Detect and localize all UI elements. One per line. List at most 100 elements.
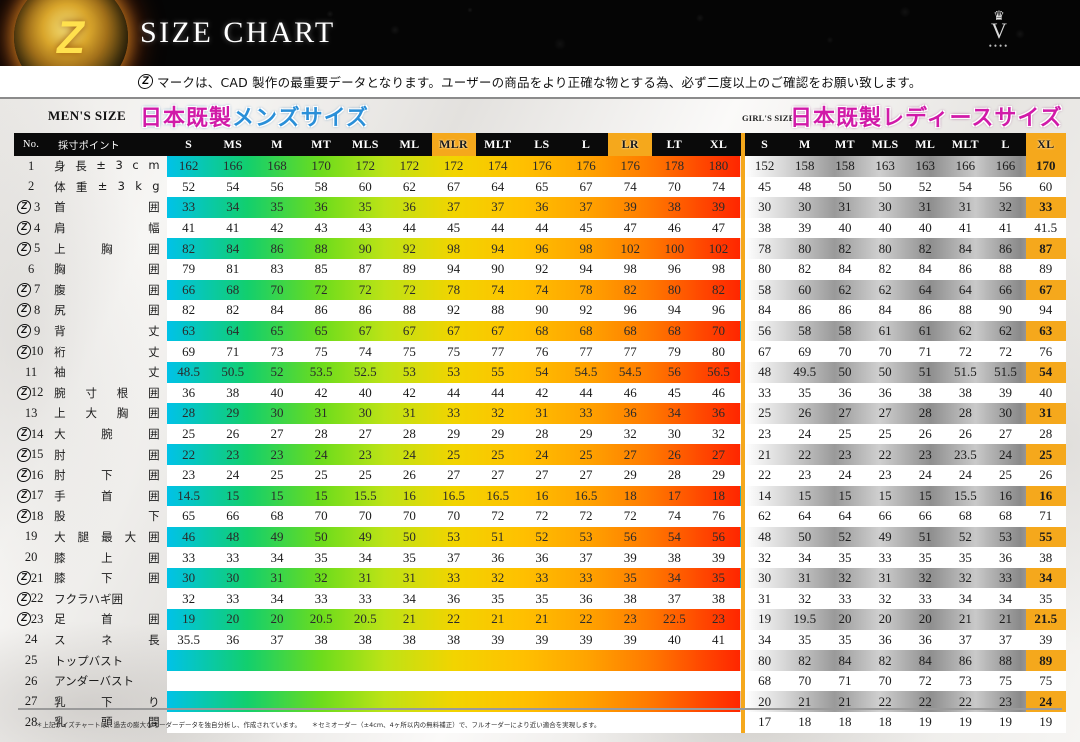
cell-mens-mlr bbox=[431, 670, 476, 692]
cell-mens-mlt: 32 bbox=[475, 403, 520, 424]
col-header-mens-mlr[interactable]: MLR bbox=[431, 133, 476, 156]
column-separator bbox=[740, 526, 745, 548]
cell-mens-ms: 36 bbox=[210, 629, 255, 651]
point-char: 頭 bbox=[101, 715, 113, 730]
cell-mens-ls: 39 bbox=[519, 629, 564, 651]
cell-ladies-l-6: 56 bbox=[985, 176, 1026, 198]
col-header-mens-ml[interactable]: ML bbox=[387, 133, 432, 156]
col-header-mens-xl[interactable]: XL bbox=[696, 133, 741, 156]
cell-mens-lr: 35 bbox=[608, 567, 653, 589]
cell-mens-lr: 18 bbox=[608, 485, 653, 507]
mens-jp-prefix: 日本既製 bbox=[140, 106, 233, 131]
cell-mens-mls: 27 bbox=[343, 423, 388, 445]
row-number: Z 18 bbox=[14, 506, 48, 527]
measurement-point: 腕寸根囲 bbox=[48, 383, 166, 404]
col-header-ladies-m-1[interactable]: M bbox=[784, 133, 825, 156]
cell-mens-mt: 20.5 bbox=[299, 609, 344, 630]
cell-ladies-l-6: 25 bbox=[985, 464, 1026, 486]
column-separator bbox=[740, 403, 745, 424]
cell-mens-mlt: 55 bbox=[475, 361, 520, 383]
cell-ladies-mt-2: 50 bbox=[824, 361, 866, 383]
cell-ladies-mls-3: 66 bbox=[865, 506, 906, 527]
column-separator bbox=[740, 217, 745, 239]
cell-ladies-ml-4: 64 bbox=[905, 279, 946, 301]
cell-mens-m: 42 bbox=[254, 217, 300, 239]
cell-ladies-mlt-5: 22 bbox=[945, 691, 986, 713]
cell-mens-ms: 68 bbox=[210, 279, 255, 301]
column-separator bbox=[740, 133, 745, 156]
point-char: 上 bbox=[54, 241, 66, 256]
cell-mens-s: 22 bbox=[166, 444, 211, 465]
point-char: 腿 bbox=[77, 529, 90, 544]
col-header-ladies-s-0[interactable]: S bbox=[744, 133, 785, 156]
cell-ladies-s-0: 78 bbox=[744, 238, 785, 259]
point-char: 囲 bbox=[148, 468, 160, 483]
cell-mens-l: 22 bbox=[563, 609, 609, 630]
col-header-mens-mlt[interactable]: MLT bbox=[475, 133, 520, 156]
col-header-ladies-mls-3[interactable]: MLS bbox=[865, 133, 906, 156]
measurement-point: 手首囲 bbox=[48, 486, 166, 507]
cell-ladies-xl-7: 28 bbox=[1025, 423, 1066, 445]
point-char: 乳 bbox=[54, 694, 66, 709]
col-header-no[interactable]: No. bbox=[14, 133, 49, 156]
cell-ladies-m-1: 32 bbox=[784, 588, 825, 610]
col-header-mens-lt[interactable]: LT bbox=[652, 133, 697, 156]
cell-ladies-xl-7: 26 bbox=[1025, 464, 1066, 486]
col-header-point[interactable]: 採寸ポイント bbox=[48, 133, 167, 156]
column-separator bbox=[740, 588, 745, 610]
cell-mens-xl: 56.5 bbox=[696, 361, 741, 383]
cell-ladies-l-6: 53 bbox=[985, 526, 1026, 548]
col-header-mens-ms[interactable]: MS bbox=[210, 133, 255, 156]
table-row: 6 胸囲 79 81 83 85 87 89 94 90 92 94 98 96 98 80 82 84 82 84 8… bbox=[14, 258, 1066, 280]
row-number-text: 12 bbox=[30, 385, 44, 400]
cell-ladies-mt-2: 18 bbox=[824, 712, 866, 733]
cell-mens-xl: 70 bbox=[696, 320, 741, 342]
cell-mens-s: 25 bbox=[166, 423, 211, 445]
cell-mens-m: 56 bbox=[254, 176, 300, 198]
col-header-mens-l[interactable]: L bbox=[563, 133, 609, 156]
cell-mens-xl bbox=[696, 691, 741, 713]
col-header-ladies-xl-7[interactable]: XL bbox=[1025, 133, 1066, 156]
point-char: 丈 bbox=[148, 324, 160, 339]
measurement-point: 体重 ±3 k g bbox=[48, 177, 166, 198]
col-header-ladies-mt-2[interactable]: MT bbox=[824, 133, 866, 156]
row-number: 13 bbox=[14, 403, 48, 424]
cell-mens-m: 40 bbox=[254, 382, 300, 404]
row-number-text: 19 bbox=[24, 529, 38, 544]
col-header-mens-lr[interactable]: LR bbox=[608, 133, 653, 156]
cell-ladies-xl-7: 35 bbox=[1025, 588, 1066, 610]
cell-mens-lr: 47 bbox=[608, 217, 653, 239]
cell-ladies-s-0: 68 bbox=[744, 670, 785, 692]
table-head: No. 採寸ポイント S MS M MT MLS ML MLR MLT LS L LR LT XL S M MT M… bbox=[14, 133, 1066, 156]
cell-ladies-mlt-5: 15.5 bbox=[945, 485, 986, 507]
table-row: Z 3 首囲 33 34 35 36 35 36 37 37 36 37 39 38 39 30 30 31 30 31… bbox=[14, 197, 1066, 218]
col-header-mens-s[interactable]: S bbox=[166, 133, 211, 156]
col-header-ladies-l-6[interactable]: L bbox=[985, 133, 1026, 156]
measurement-point-label: 背丈 bbox=[54, 323, 159, 339]
column-separator bbox=[740, 238, 745, 259]
cell-mens-mlr bbox=[431, 650, 476, 671]
col-header-mens-mt[interactable]: MT bbox=[299, 133, 344, 156]
point-char: 長 bbox=[75, 159, 87, 174]
measurement-point-label: 尻囲 bbox=[54, 302, 159, 318]
cell-ladies-m-1: 19.5 bbox=[784, 609, 825, 630]
cell-mens-mt: 28 bbox=[299, 423, 344, 445]
col-header-mens-m[interactable]: M bbox=[254, 133, 300, 156]
cell-mens-lr: 29 bbox=[608, 464, 653, 486]
cell-mens-l: 78 bbox=[563, 279, 609, 301]
cell-mens-mt: 50 bbox=[299, 526, 344, 548]
crown-icon: ♛ bbox=[993, 8, 1005, 23]
col-header-mens-mls[interactable]: MLS bbox=[343, 133, 388, 156]
cell-mens-s bbox=[166, 691, 211, 713]
table-row: 13 上大胸囲 28 29 30 31 30 31 33 32 31 33 36 34 36 25 26 27 27… bbox=[14, 403, 1066, 424]
notice-text: マークは、CAD 製作の最重要データとなります。ユーザーの商品をより正確な物とす… bbox=[157, 75, 922, 90]
point-char: 囲 bbox=[148, 529, 160, 544]
col-header-mens-ls[interactable]: LS bbox=[519, 133, 564, 156]
col-header-ladies-ml-4[interactable]: ML bbox=[905, 133, 946, 156]
point-char: 大 bbox=[85, 406, 97, 421]
measurement-point-label: 足首囲 bbox=[54, 611, 159, 627]
cell-mens-mt: 31 bbox=[299, 403, 344, 424]
cell-ladies-s-0: 56 bbox=[744, 320, 785, 342]
col-header-ladies-mlt-5[interactable]: MLT bbox=[945, 133, 986, 156]
cell-ladies-ml-4: 51 bbox=[905, 361, 946, 383]
